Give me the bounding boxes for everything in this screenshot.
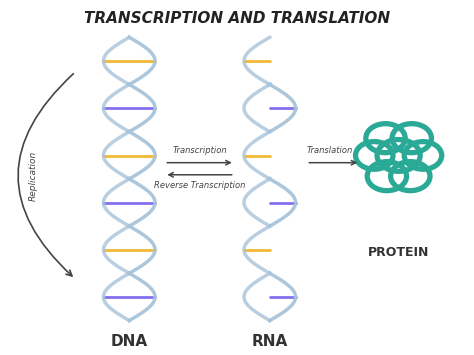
- FancyArrowPatch shape: [169, 173, 232, 177]
- Text: Transcription: Transcription: [172, 146, 227, 155]
- Text: DNA: DNA: [111, 334, 148, 349]
- Text: PROTEIN: PROTEIN: [368, 246, 429, 259]
- FancyArrowPatch shape: [309, 160, 356, 165]
- FancyArrowPatch shape: [18, 74, 73, 276]
- Text: Reverse Transcription: Reverse Transcription: [154, 181, 245, 190]
- Text: Replication: Replication: [29, 150, 38, 201]
- FancyArrowPatch shape: [167, 160, 230, 165]
- Text: Translation: Translation: [306, 146, 353, 155]
- Text: TRANSCRIPTION AND TRANSLATION: TRANSCRIPTION AND TRANSLATION: [84, 11, 390, 26]
- Text: RNA: RNA: [252, 334, 288, 349]
